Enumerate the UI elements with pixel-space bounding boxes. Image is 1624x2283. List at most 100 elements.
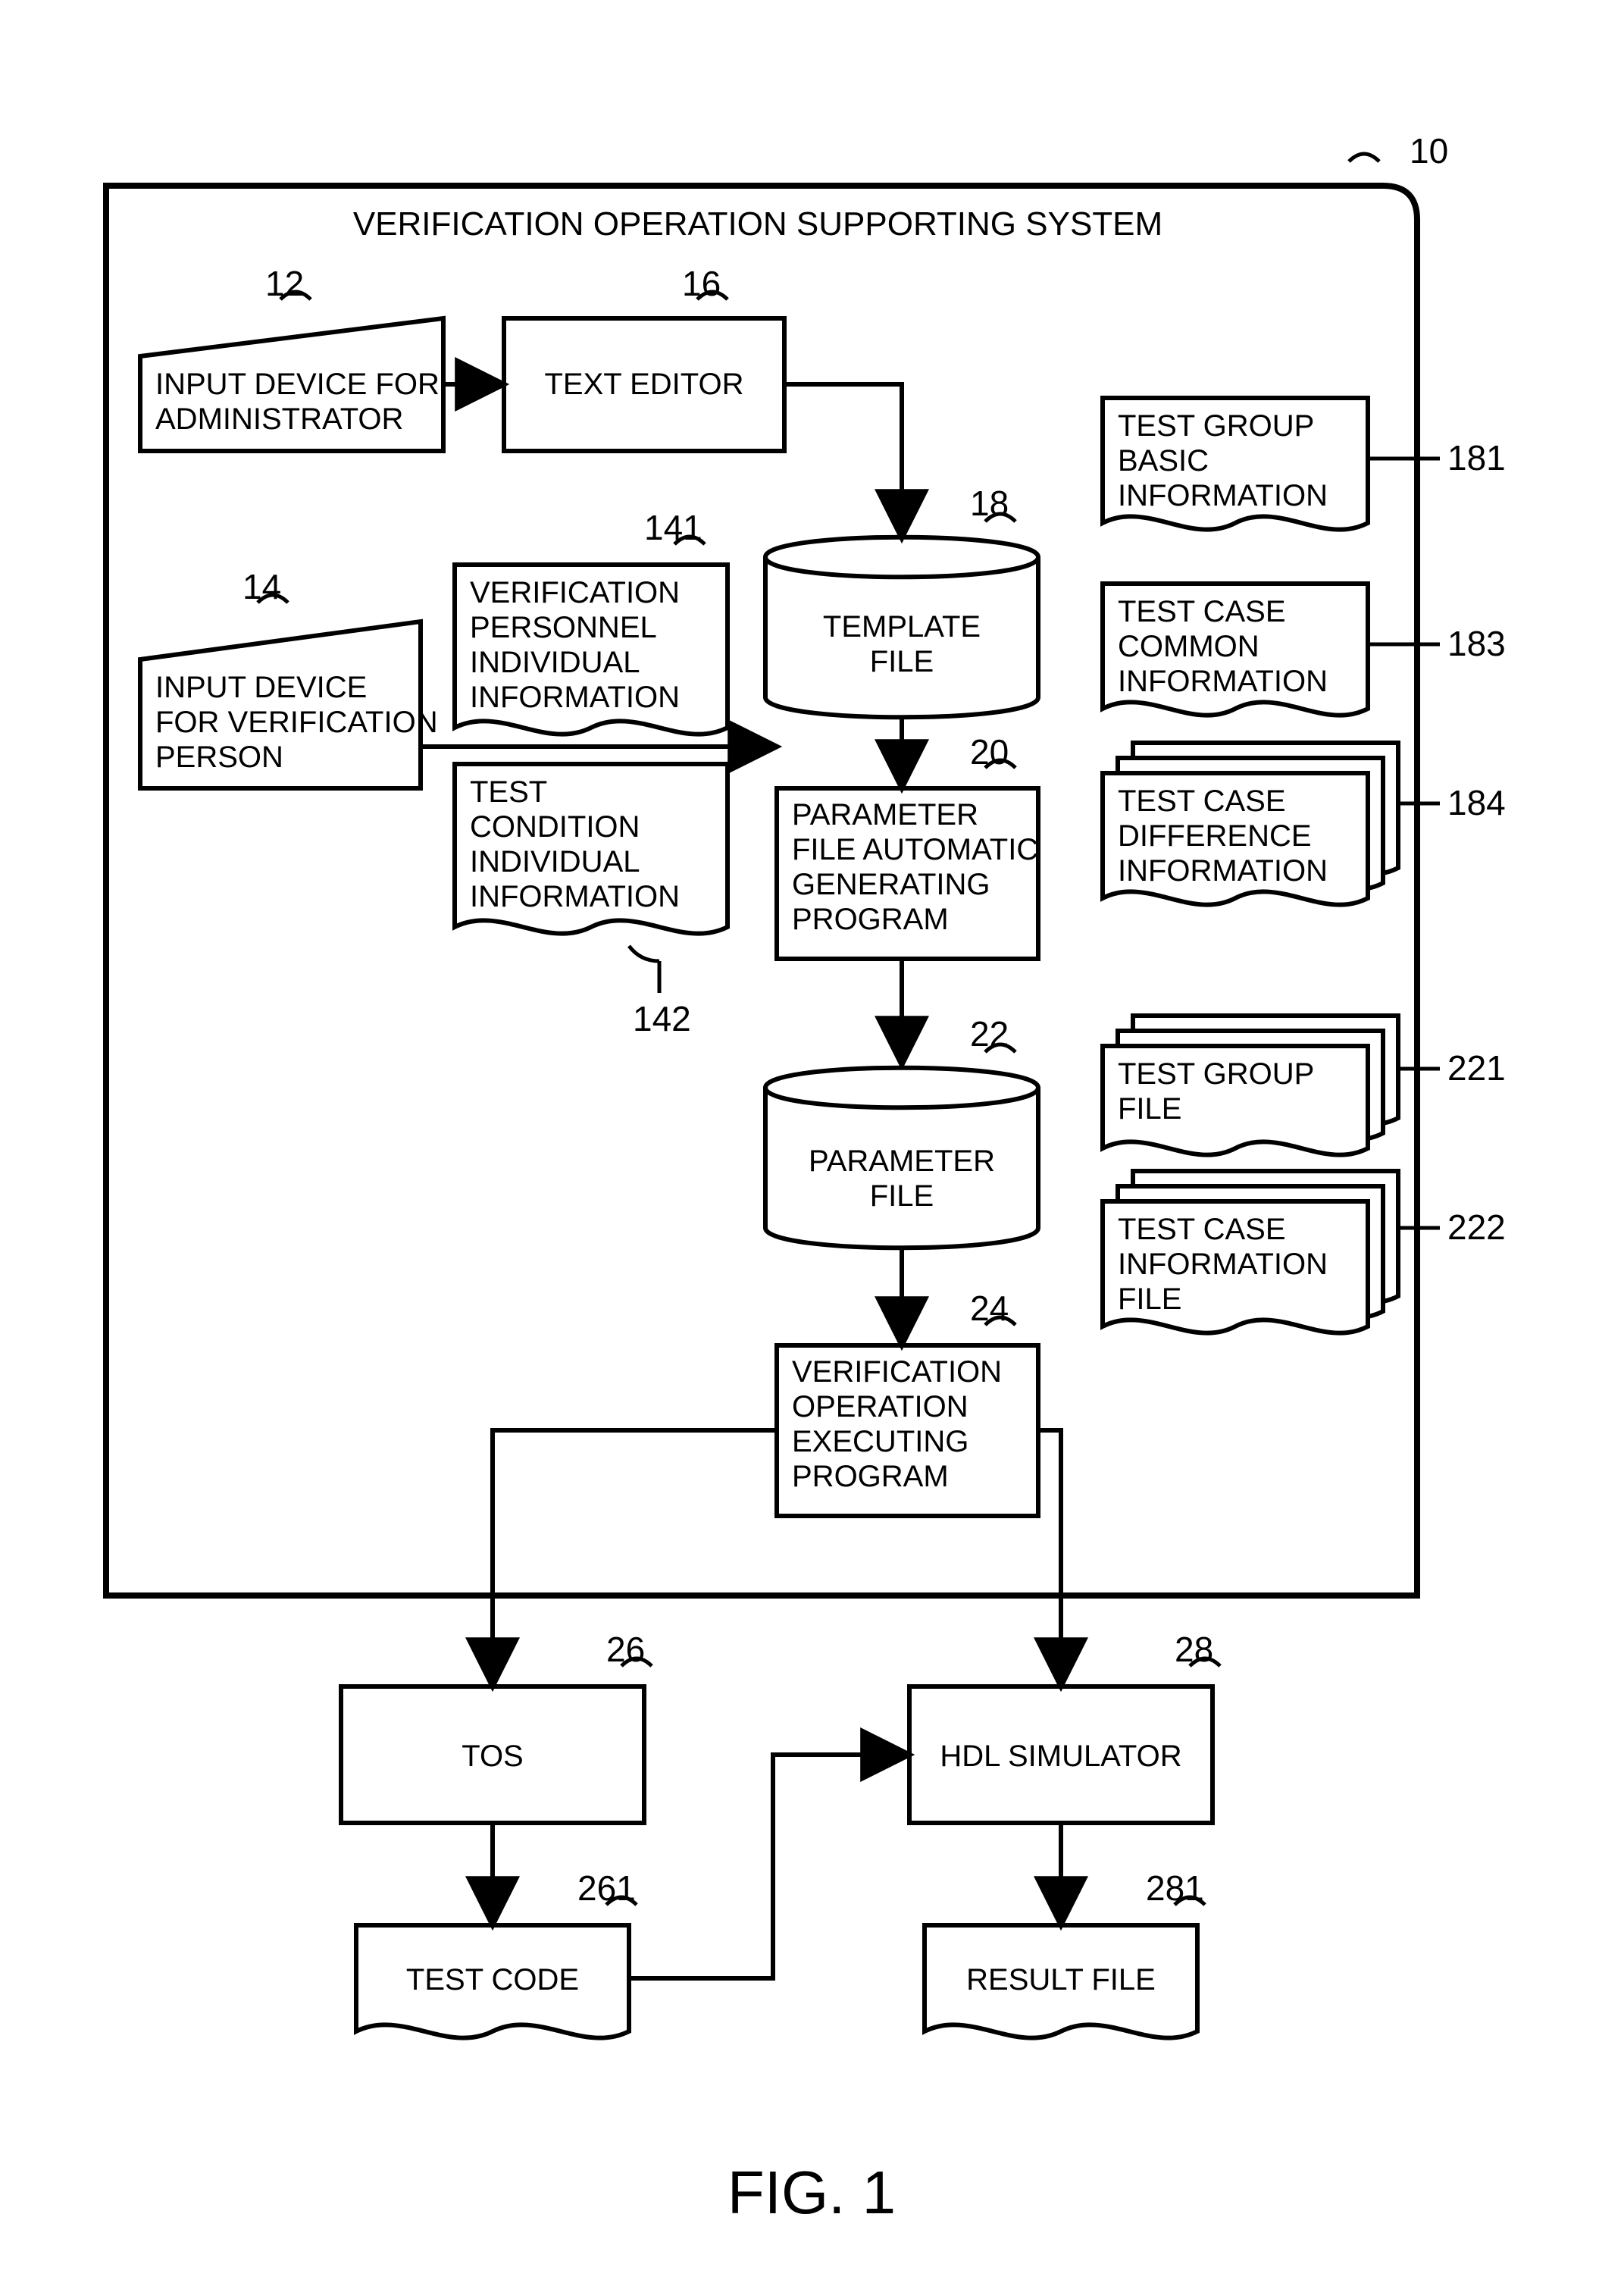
ref-22: 22	[970, 1014, 1009, 1054]
svg-text:VERIFICATION: VERIFICATION	[470, 576, 680, 609]
ref-281: 281	[1146, 1868, 1204, 1908]
n142-l3: INDIVIDUAL	[470, 845, 640, 878]
node-test-group-basic: TEST GROUP BASIC INFORMATION 181	[1103, 398, 1506, 530]
n28-label: HDL SIMULATOR	[940, 1740, 1181, 1773]
ref-181: 181	[1447, 438, 1506, 478]
ref-16: 16	[682, 264, 721, 303]
ref-18: 18	[970, 484, 1009, 523]
n24-l2: OPERATION	[792, 1390, 968, 1423]
ref-26: 26	[606, 1630, 645, 1669]
n141-l2: PERSONNEL	[470, 611, 657, 644]
svg-text:BASIC: BASIC	[1118, 444, 1209, 478]
svg-text:FILE: FILE	[870, 1179, 934, 1213]
n222-l2: INFORMATION	[1118, 1248, 1328, 1281]
svg-text:GENERATING: GENERATING	[792, 868, 990, 901]
svg-text:INDIVIDUAL: INDIVIDUAL	[470, 646, 640, 679]
n12-l1: INPUT DEVICE FOR	[155, 368, 440, 401]
node-test-code: 261 TEST CODE	[356, 1868, 637, 2038]
svg-text:COMMON: COMMON	[1118, 630, 1259, 663]
node-hdl-sim: 28 HDL SIMULATOR	[909, 1630, 1220, 1823]
system-title: VERIFICATION OPERATION SUPPORTING SYSTEM	[353, 205, 1162, 243]
svg-text:CONDITION: CONDITION	[470, 810, 640, 844]
n20-l2: FILE AUTOMATIC	[792, 833, 1038, 866]
n18-l1: TEMPLATE	[823, 610, 981, 644]
ref-184: 184	[1447, 783, 1506, 822]
n12-l2: ADMINISTRATOR	[155, 402, 403, 436]
ref-20: 20	[970, 732, 1009, 772]
svg-text:INPUT DEVICE: INPUT DEVICE	[155, 671, 367, 704]
svg-text:PROGRAM: PROGRAM	[792, 903, 949, 936]
n184-l2: DIFFERENCE	[1118, 819, 1312, 853]
node-test-case-diff: TEST CASE DIFFERENCE INFORMATION 184	[1103, 743, 1506, 905]
n183-l2: COMMON	[1118, 630, 1259, 663]
n141-l3: INDIVIDUAL	[470, 646, 640, 679]
n24-l3: EXECUTING	[792, 1425, 968, 1458]
svg-text:FILE: FILE	[1118, 1092, 1181, 1126]
n142-l1: TEST	[470, 775, 547, 809]
n18-l2: FILE	[870, 645, 934, 678]
n142-l4: INFORMATION	[470, 880, 680, 913]
ref-141: 141	[644, 508, 702, 547]
svg-text:TEMPLATE: TEMPLATE	[823, 610, 981, 644]
edge-261-28	[629, 1755, 909, 1978]
node-test-group-file: TEST GROUP FILE 221	[1103, 1016, 1506, 1155]
node-tos: 26 TOS	[341, 1630, 652, 1823]
svg-text:FOR VERIFICATION: FOR VERIFICATION	[155, 706, 438, 739]
svg-text:INFORMATION: INFORMATION	[1118, 479, 1328, 512]
svg-text:PROGRAM: PROGRAM	[792, 1460, 949, 1493]
svg-text:PERSONNEL: PERSONNEL	[470, 611, 657, 644]
n184-l1: TEST CASE	[1118, 784, 1286, 818]
svg-text:VERIFICATION: VERIFICATION	[792, 1355, 1002, 1389]
svg-text:FILE: FILE	[1118, 1282, 1181, 1316]
n281-label: RESULT FILE	[966, 1963, 1156, 1996]
svg-text:FILE AUTOMATIC: FILE AUTOMATIC	[792, 833, 1038, 866]
ref-142: 142	[633, 999, 691, 1038]
n22-l1: PARAMETER	[809, 1145, 995, 1178]
node-test-case-info-file: TEST CASE INFORMATION FILE 222	[1103, 1171, 1506, 1333]
n26-label: TOS	[462, 1740, 524, 1773]
n142-l2: CONDITION	[470, 810, 640, 844]
svg-text:PERSON: PERSON	[155, 741, 283, 774]
ref-14: 14	[243, 567, 281, 606]
svg-text:INFORMATION: INFORMATION	[1118, 1248, 1328, 1281]
n261-label: TEST CODE	[406, 1963, 579, 1996]
svg-text:INFORMATION: INFORMATION	[1118, 854, 1328, 888]
node-result-file: 281 RESULT FILE	[925, 1868, 1205, 2038]
svg-text:INDIVIDUAL: INDIVIDUAL	[470, 845, 640, 878]
svg-text:PARAMETER: PARAMETER	[792, 798, 978, 831]
ref-12: 12	[265, 264, 304, 303]
n14-l1: INPUT DEVICE	[155, 671, 367, 704]
svg-text:TEST GROUP: TEST GROUP	[1118, 409, 1314, 443]
svg-text:TEST: TEST	[470, 775, 547, 809]
svg-text:TEST CASE: TEST CASE	[1118, 784, 1286, 818]
n14-l2: FOR VERIFICATION	[155, 706, 438, 739]
ref-261: 261	[577, 1868, 636, 1908]
svg-text:TEST GROUP: TEST GROUP	[1118, 1057, 1314, 1091]
n141-l1: VERIFICATION	[470, 576, 680, 609]
n24-l1: VERIFICATION	[792, 1355, 1002, 1389]
svg-text:EXECUTING: EXECUTING	[792, 1425, 968, 1458]
n221-l1: TEST GROUP	[1118, 1057, 1314, 1091]
n184-l3: INFORMATION	[1118, 854, 1328, 888]
svg-text:INPUT DEVICE FOR: INPUT DEVICE FOR	[155, 368, 440, 401]
n181-l3: INFORMATION	[1118, 479, 1328, 512]
n141-l4: INFORMATION	[470, 681, 680, 714]
n24-l4: PROGRAM	[792, 1460, 949, 1493]
n181-l1: TEST GROUP	[1118, 409, 1314, 443]
svg-text:INFORMATION: INFORMATION	[470, 681, 680, 714]
n183-l3: INFORMATION	[1118, 665, 1328, 698]
svg-text:ADMINISTRATOR: ADMINISTRATOR	[155, 402, 403, 436]
ref-10: 10	[1410, 131, 1448, 171]
n222-l3: FILE	[1118, 1282, 1181, 1316]
ref-24: 24	[970, 1289, 1009, 1328]
svg-text:PARAMETER: PARAMETER	[809, 1145, 995, 1178]
ref-222: 222	[1447, 1207, 1506, 1247]
n20-l4: PROGRAM	[792, 903, 949, 936]
n14-l3: PERSON	[155, 741, 283, 774]
n181-l2: BASIC	[1118, 444, 1209, 478]
n22-l2: FILE	[870, 1179, 934, 1213]
svg-text:TEST CASE: TEST CASE	[1118, 595, 1286, 628]
n222-l1: TEST CASE	[1118, 1213, 1286, 1246]
svg-text:TEST CASE: TEST CASE	[1118, 1213, 1286, 1246]
svg-text:OPERATION: OPERATION	[792, 1390, 968, 1423]
